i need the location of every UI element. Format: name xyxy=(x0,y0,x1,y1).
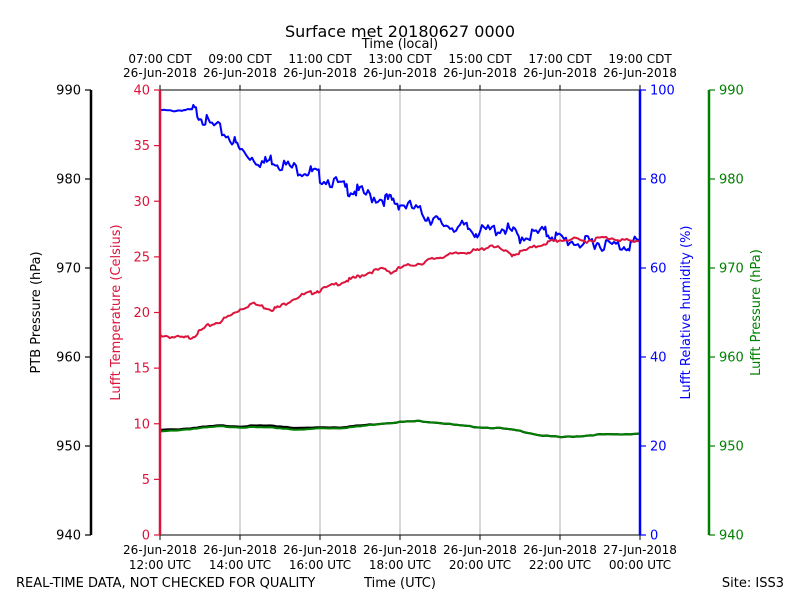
humidity-tick-label: 20 xyxy=(650,440,667,455)
humidity-tick-label: 100 xyxy=(650,84,675,99)
lufft_pressure-tick-label: 940 xyxy=(719,529,744,544)
x-tick-time: 14:00 UTC xyxy=(209,558,271,572)
top-tick-time: 07:00 CDT xyxy=(128,52,192,66)
data-series xyxy=(159,104,641,439)
temperature-axis-label: Lufft Temperature (Celsius) xyxy=(109,224,124,400)
x-tick-date: 26-Jun-2018 xyxy=(363,543,437,557)
series-lufft-temperature xyxy=(159,235,641,340)
ptb_pressure-tick-label: 980 xyxy=(56,173,81,188)
x-tick-time: 20:00 UTC xyxy=(449,558,511,572)
x-tick-date: 26-Jun-2018 xyxy=(123,543,197,557)
lufft_pressure-tick-label: 950 xyxy=(719,440,744,455)
ptb_pressure-tick-label: 970 xyxy=(56,262,81,277)
top-tick-date: 26-Jun-2018 xyxy=(123,66,197,80)
gridlines xyxy=(239,90,561,535)
top-tick-time: 09:00 CDT xyxy=(208,52,272,66)
top-tick-date: 26-Jun-2018 xyxy=(283,66,357,80)
x-tick-time: 00:00 UTC xyxy=(609,558,671,572)
humidity-tick-label: 80 xyxy=(650,173,667,188)
lufft_pressure-tick-label: 990 xyxy=(719,84,744,99)
top-axis-label: Time (local) xyxy=(361,37,438,52)
temperature-tick-label: 5 xyxy=(142,473,150,488)
ptb_pressure-tick-label: 940 xyxy=(56,529,81,544)
temperature-tick-label: 15 xyxy=(133,362,150,377)
lufft_pressure-tick-label: 970 xyxy=(719,262,744,277)
x-tick-time: 18:00 UTC xyxy=(369,558,431,572)
top-tick-date: 26-Jun-2018 xyxy=(363,66,437,80)
humidity-tick-label: 40 xyxy=(650,351,667,366)
x-tick-date: 26-Jun-2018 xyxy=(443,543,517,557)
x-tick-date: 26-Jun-2018 xyxy=(523,543,597,557)
top-tick-time: 19:00 CDT xyxy=(608,52,672,66)
series-lufft-relative-humidity xyxy=(159,104,641,252)
top-tick-time: 17:00 CDT xyxy=(528,52,592,66)
top-tick-date: 26-Jun-2018 xyxy=(203,66,277,80)
temperature-tick-label: 30 xyxy=(133,195,150,210)
ptb_pressure-tick-label: 990 xyxy=(56,84,81,99)
temperature-tick-label: 10 xyxy=(133,417,150,432)
x-tick-time: 22:00 UTC xyxy=(529,558,591,572)
series-lufft-pressure xyxy=(159,419,641,439)
x-tick-date: 26-Jun-2018 xyxy=(283,543,357,557)
lufft_pressure-tick-label: 960 xyxy=(719,351,744,366)
top-tick-date: 26-Jun-2018 xyxy=(523,66,597,80)
humidity-tick-label: 0 xyxy=(650,529,658,544)
x-tick-time: 16:00 UTC xyxy=(289,558,351,572)
lufft_pressure-axis-label: Lufft Pressure (hPa) xyxy=(749,249,764,376)
lufft_pressure-tick-label: 980 xyxy=(719,173,744,188)
ptb_pressure-tick-label: 950 xyxy=(56,440,81,455)
humidity-tick-label: 60 xyxy=(650,262,667,277)
x-tick-date: 26-Jun-2018 xyxy=(203,543,277,557)
chart-title: Surface met 20180627 0000 xyxy=(285,22,515,41)
humidity-axis-label: Lufft Relative humidity (%) xyxy=(679,225,694,399)
temperature-tick-label: 20 xyxy=(133,306,150,321)
ptb_pressure-tick-label: 960 xyxy=(56,351,81,366)
x-tick-date: 27-Jun-2018 xyxy=(603,543,677,557)
ptb_pressure-axis-label: PTB Pressure (hPa) xyxy=(29,251,44,373)
temperature-tick-label: 40 xyxy=(133,84,150,99)
top-tick-date: 26-Jun-2018 xyxy=(443,66,517,80)
bottom-axis-label: Time (UTC) xyxy=(363,576,436,591)
quality-disclaimer: REAL-TIME DATA, NOT CHECKED FOR QUALITY xyxy=(16,576,315,591)
top-tick-date: 26-Jun-2018 xyxy=(603,66,677,80)
top-tick-time: 11:00 CDT xyxy=(288,52,352,66)
top-tick-time: 15:00 CDT xyxy=(448,52,512,66)
site-label: Site: ISS3 xyxy=(722,576,784,591)
x-tick-time: 12:00 UTC xyxy=(129,558,191,572)
top-tick-time: 13:00 CDT xyxy=(368,52,432,66)
temperature-tick-label: 0 xyxy=(142,529,150,544)
temperature-tick-label: 25 xyxy=(133,250,150,265)
temperature-tick-label: 35 xyxy=(133,139,150,154)
